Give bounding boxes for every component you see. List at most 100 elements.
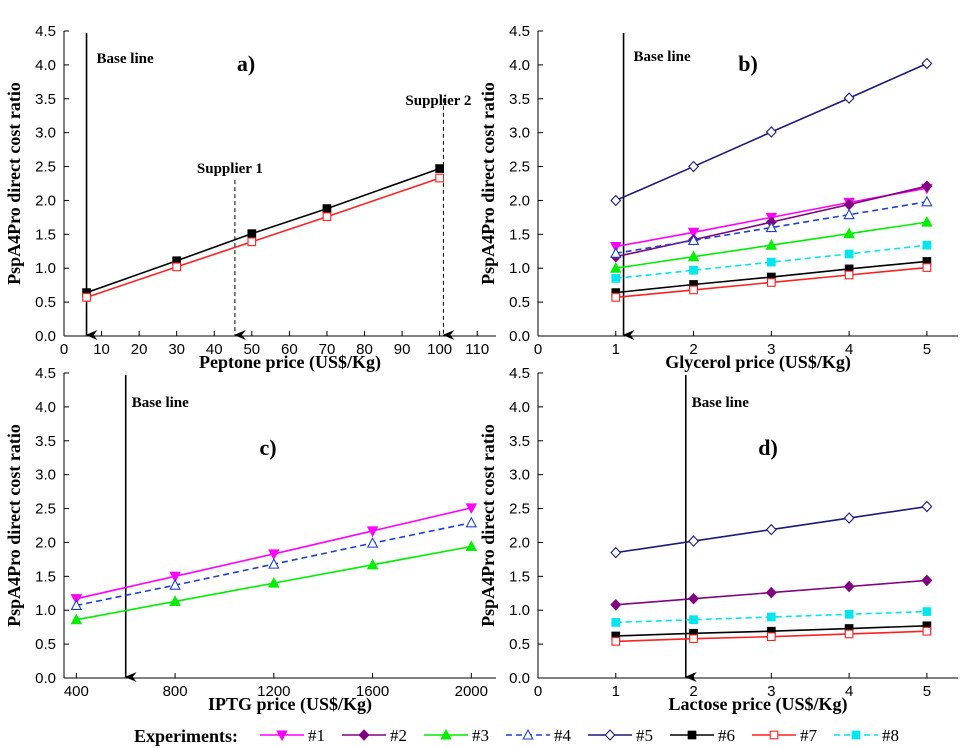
series-1 <box>70 503 478 605</box>
series-7 <box>611 626 932 646</box>
x-tick-label: 1 <box>612 341 620 358</box>
y-tick-label: 0.0 <box>509 670 530 687</box>
data-point <box>688 160 700 173</box>
data-point <box>268 557 280 569</box>
series-4 <box>610 195 933 258</box>
legend-marker <box>687 730 697 740</box>
data-point <box>844 629 854 639</box>
x-axis-title: Peptone price (US$/Kg) <box>199 352 381 373</box>
data-point <box>766 257 776 267</box>
y-tick-label: 3.5 <box>35 91 56 108</box>
x-tick-label: 10 <box>93 341 110 358</box>
legend-entry: #7 <box>752 726 818 745</box>
legend-label: #2 <box>390 726 407 745</box>
data-point <box>268 576 280 588</box>
chart-panel-a: 0.0 0.5 1.0 1.5 2.0 2.5 3.0 3.5 4.0 4.5 0 10 20 30 40 5… <box>4 23 496 373</box>
data-point <box>921 180 933 193</box>
y-tick-label: 2.0 <box>35 534 56 551</box>
data-point <box>689 285 698 295</box>
x-tick-label: 400 <box>64 683 89 700</box>
baseline-label: Base line <box>132 395 189 411</box>
y-tick-label: 3.0 <box>35 467 56 484</box>
x-tick-label: 3 <box>767 683 775 700</box>
x-tick-label: 1200 <box>257 683 290 700</box>
x-tick-label: 0 <box>534 341 542 358</box>
y-tick-label: 1.5 <box>509 226 530 243</box>
legend-marker <box>440 728 452 740</box>
data-point <box>322 204 332 213</box>
y-tick-label: 2.0 <box>35 192 56 209</box>
data-point <box>765 126 777 138</box>
y-tick-label: 3.5 <box>35 433 56 450</box>
legend-marker <box>604 729 616 741</box>
x-axis-title: IPTG price (US$/Kg) <box>208 694 372 715</box>
data-point <box>765 523 777 536</box>
data-point <box>843 227 855 239</box>
data-point <box>611 637 621 646</box>
y-tick-label: 0.5 <box>509 294 530 311</box>
x-tick-label: 80 <box>356 341 373 358</box>
legend-marker <box>851 730 861 740</box>
legend-entry: #5 <box>588 726 653 745</box>
series-3 <box>70 540 478 625</box>
x-tick-label: 4 <box>845 683 853 700</box>
data-point <box>169 595 181 606</box>
x-tick-label: 100 <box>427 341 452 358</box>
legend-title: Experiments: <box>134 726 238 746</box>
data-point <box>70 613 83 625</box>
y-tick-label: 0.0 <box>509 328 530 345</box>
data-point <box>610 546 622 559</box>
y-tick-label: 0.5 <box>35 294 56 311</box>
data-point <box>610 598 622 611</box>
y-tick-label: 3.5 <box>509 91 530 108</box>
series-6 <box>82 164 445 297</box>
series-4 <box>70 516 478 611</box>
y-tick-label: 2.5 <box>35 501 56 518</box>
y-axis-title: PspA4Pro direct cost ratio <box>4 82 24 285</box>
data-point <box>687 234 700 245</box>
x-tick-label: 5 <box>923 683 931 700</box>
x-tick-label: 20 <box>131 341 148 358</box>
chart-panels: 0.00.51.01.52.02.53.03.54.04.50 10 20 30 40 5… <box>4 23 958 715</box>
legend-label: #8 <box>882 726 899 745</box>
x-tick-label: 60 <box>281 341 298 358</box>
data-point <box>766 278 776 287</box>
y-tick-label: 2.5 <box>35 159 56 176</box>
y-tick-label: 3.0 <box>509 125 530 142</box>
y-tick-label: 1.0 <box>509 602 530 619</box>
y-tick-label: 3.5 <box>509 433 530 450</box>
chart-panel-c: 0.0 0.5 1.0 1.5 2.0 2.5 3.0 3.5 4.0 4.5 400 800 1200… <box>4 365 496 715</box>
data-point <box>322 212 332 222</box>
x-tick-label: 800 <box>163 683 188 700</box>
data-point <box>922 607 932 616</box>
y-tick-label: 0.0 <box>35 670 56 687</box>
y-tick-label: 2.0 <box>509 192 530 209</box>
data-point <box>765 586 777 599</box>
x-tick-label: 4 <box>845 341 853 358</box>
data-point <box>465 503 478 515</box>
series-7 <box>82 173 445 302</box>
legend-entry: #3 <box>424 726 489 745</box>
data-point <box>366 526 379 538</box>
data-point <box>688 592 700 605</box>
data-point <box>844 249 854 259</box>
x-tick-label: 2 <box>689 341 697 358</box>
data-point <box>843 580 855 593</box>
y-tick-label: 1.5 <box>509 568 530 585</box>
data-point <box>843 512 855 524</box>
data-point <box>169 578 181 590</box>
y-tick-label: 2.5 <box>509 159 530 176</box>
data-point <box>366 536 379 548</box>
x-axis-title: Glycerol price (US$/Kg) <box>665 352 851 373</box>
y-tick-label: 1.5 <box>35 568 56 585</box>
x-tick-label: 2000 <box>455 683 488 700</box>
legend-entry: #1 <box>260 726 325 745</box>
series-7 <box>611 263 932 302</box>
x-tick-label: 40 <box>206 341 223 358</box>
data-point <box>610 194 622 207</box>
x-tick-label: 90 <box>394 341 411 358</box>
legend-label: #7 <box>800 726 818 745</box>
y-axis-title: PspA4Pro direct cost ratio <box>478 82 498 285</box>
panel-label: d) <box>758 435 778 460</box>
panel-label: c) <box>259 435 276 460</box>
